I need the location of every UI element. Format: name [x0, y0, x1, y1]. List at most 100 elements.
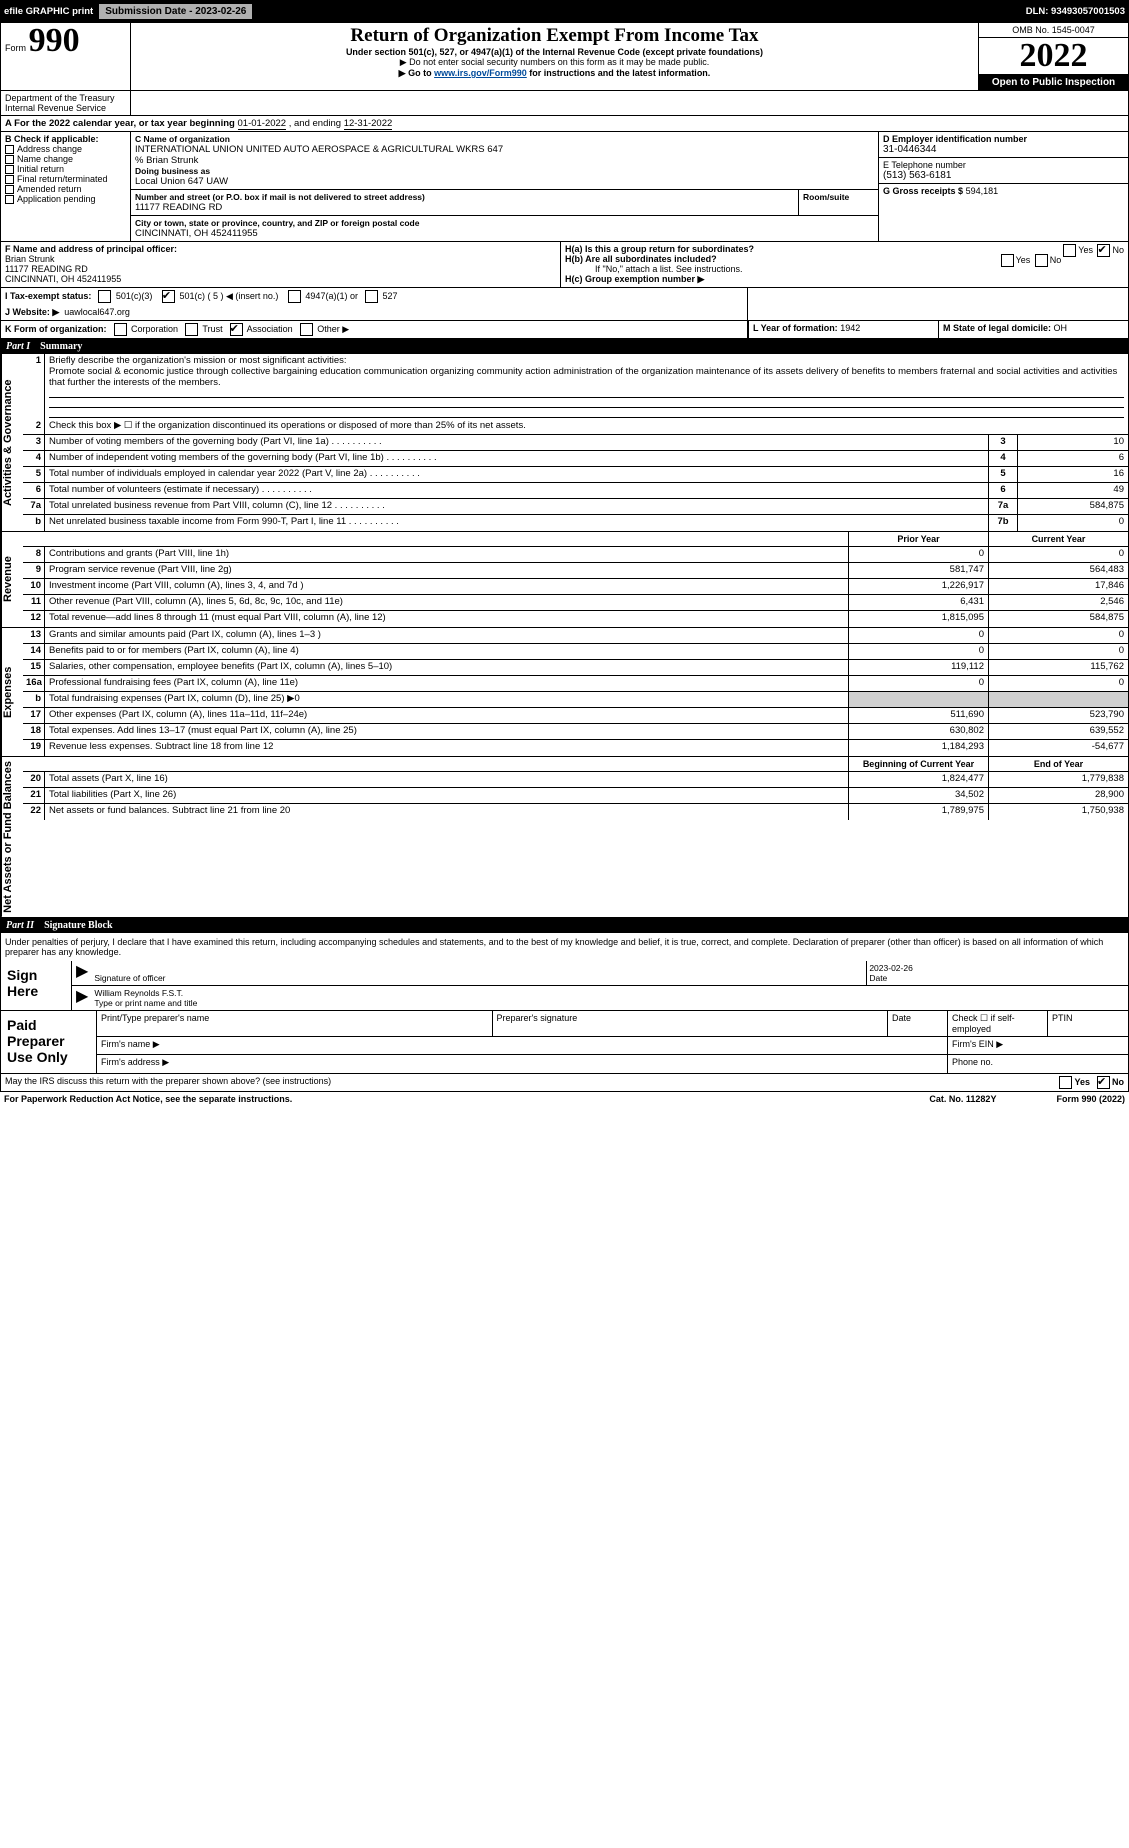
arrow-icon: ▶ [72, 986, 92, 1010]
col-deg: D Employer identification number 31-0446… [878, 132, 1128, 241]
dln-label: DLN: 93493057001503 [1026, 6, 1125, 17]
telephone: (513) 563-6181 [883, 170, 1124, 181]
k-other[interactable] [300, 323, 313, 336]
netassets-line: 20Total assets (Part X, line 16)1,824,47… [23, 772, 1128, 788]
city-state-zip: CINCINNATI, OH 452411955 [135, 228, 874, 239]
form-word: Form [5, 43, 26, 53]
sign-here-label: Sign Here [1, 961, 71, 1010]
officer-name: Brian Strunk [5, 254, 55, 264]
netassets-line: 22Net assets or fund balances. Subtract … [23, 804, 1128, 820]
arrow-icon: ▶ [72, 961, 92, 985]
year-formation: 1942 [840, 323, 860, 333]
chk-name-change[interactable]: Name change [5, 154, 126, 164]
revenue-line: 8Contributions and grants (Part VIII, li… [23, 547, 1128, 563]
chk-amended[interactable]: Amended return [5, 184, 126, 194]
form-header: Form 990 Return of Organization Exempt F… [0, 22, 1129, 91]
ssn-note: ▶ Do not enter social security numbers o… [137, 57, 972, 68]
efile-label: efile GRAPHIC print [4, 6, 93, 17]
dba: Local Union 647 UAW [135, 176, 874, 187]
discuss-no[interactable] [1097, 1076, 1110, 1089]
vlabel-netassets: Net Assets or Fund Balances [1, 757, 23, 917]
chk-initial-return[interactable]: Initial return [5, 164, 126, 174]
irs-link[interactable]: www.irs.gov/Form990 [434, 68, 527, 78]
section-expenses: Expenses 13Grants and similar amounts pa… [0, 628, 1129, 757]
cat-no: Cat. No. 11282Y [929, 1094, 996, 1104]
signature-block: Under penalties of perjury, I declare th… [0, 933, 1129, 1011]
header-right: OMB No. 1545-0047 2022 Open to Public In… [978, 23, 1128, 90]
period-begin: 01-01-2022 [238, 118, 287, 130]
website: uawlocal647.org [64, 307, 130, 317]
k-trust[interactable] [185, 323, 198, 336]
vlabel-governance: Activities & Governance [1, 354, 23, 531]
paid-preparer-label: Paid Preparer Use Only [1, 1011, 96, 1073]
row-f-h: F Name and address of principal officer:… [0, 242, 1129, 288]
officer-print-name: William Reynolds F.S.T. [94, 988, 183, 998]
expense-line: bTotal fundraising expenses (Part IX, co… [23, 692, 1128, 708]
form-number: 990 [29, 22, 80, 59]
period-end: 12-31-2022 [344, 118, 393, 130]
dept-row: Department of the Treasury Internal Reve… [0, 91, 1129, 116]
header-center: Return of Organization Exempt From Incom… [131, 23, 978, 90]
paid-preparer-block: Paid Preparer Use Only Print/Type prepar… [0, 1011, 1129, 1074]
expense-line: 18Total expenses. Add lines 13–17 (must … [23, 724, 1128, 740]
street-address: 11177 READING RD [135, 202, 794, 213]
perjury-declaration: Under penalties of perjury, I declare th… [1, 933, 1128, 961]
omb-number: OMB No. 1545-0047 [979, 23, 1128, 38]
revenue-line: 10Investment income (Part VIII, column (… [23, 579, 1128, 595]
open-to-public: Open to Public Inspection [979, 75, 1128, 90]
org-name: INTERNATIONAL UNION UNITED AUTO AEROSPAC… [135, 144, 874, 155]
expense-line: 13Grants and similar amounts paid (Part … [23, 628, 1128, 644]
efile-topbar: efile GRAPHIC print Submission Date - 20… [0, 0, 1129, 22]
i-501c3[interactable] [98, 290, 111, 303]
form-title: Return of Organization Exempt From Incom… [137, 25, 972, 47]
hb-yes[interactable] [1001, 254, 1014, 267]
k-corp[interactable] [114, 323, 127, 336]
revenue-line: 11Other revenue (Part VIII, column (A), … [23, 595, 1128, 611]
expense-line: 16aProfessional fundraising fees (Part I… [23, 676, 1128, 692]
submission-date-btn[interactable]: Submission Date - 2023-02-26 [99, 4, 252, 19]
identification-block: B Check if applicable: Address change Na… [0, 132, 1129, 242]
chk-final-return[interactable]: Final return/terminated [5, 174, 126, 184]
vlabel-revenue: Revenue [1, 532, 23, 627]
col-c-name-address: C Name of organization INTERNATIONAL UNI… [131, 132, 878, 241]
footer-line: For Paperwork Reduction Act Notice, see … [0, 1092, 1129, 1106]
row-j: J Website: ▶ uawlocal647.org [0, 305, 1129, 321]
revenue-line: 12Total revenue—add lines 8 through 11 (… [23, 611, 1128, 627]
i-4947[interactable] [288, 290, 301, 303]
row-i: I Tax-exempt status: 501(c)(3) 501(c) ( … [0, 288, 1129, 305]
ein: 31-0446344 [883, 144, 1124, 155]
i-501c[interactable] [162, 290, 175, 303]
mission-text: Promote social & economic justice throug… [49, 366, 1117, 388]
summary-line: 7aTotal unrelated business revenue from … [23, 499, 1128, 515]
gross-receipts: 594,181 [966, 186, 999, 196]
chk-address-change[interactable]: Address change [5, 144, 126, 154]
care-of: % Brian Strunk [135, 155, 874, 166]
part-ii-header: Part II Signature Block [0, 918, 1129, 933]
state-domicile: OH [1054, 323, 1068, 333]
section-netassets: Net Assets or Fund Balances Beginning of… [0, 757, 1129, 918]
k-assoc[interactable] [230, 323, 243, 336]
expense-line: 14Benefits paid to or for members (Part … [23, 644, 1128, 660]
summary-line: bNet unrelated business taxable income f… [23, 515, 1128, 531]
discuss-yes[interactable] [1059, 1076, 1072, 1089]
tax-period-row: A For the 2022 calendar year, or tax yea… [0, 116, 1129, 132]
form-subtitle: Under section 501(c), 527, or 4947(a)(1)… [137, 47, 972, 57]
sig-date: 2023-02-26 [869, 963, 912, 973]
part-i-header: Part I Summary [0, 339, 1129, 354]
goto-line: ▶ Go to www.irs.gov/Form990 for instruct… [137, 68, 972, 79]
ha-yes[interactable] [1063, 244, 1076, 257]
discuss-preparer-row: May the IRS discuss this return with the… [0, 1074, 1129, 1092]
form-number-box: Form 990 [1, 23, 131, 90]
chk-application-pending[interactable]: Application pending [5, 194, 126, 204]
i-527[interactable] [365, 290, 378, 303]
expense-line: 15Salaries, other compensation, employee… [23, 660, 1128, 676]
expense-line: 19Revenue less expenses. Subtract line 1… [23, 740, 1128, 756]
summary-line: 5Total number of individuals employed in… [23, 467, 1128, 483]
revenue-line: 9Program service revenue (Part VIII, lin… [23, 563, 1128, 579]
dept-treasury: Department of the Treasury Internal Reve… [1, 91, 131, 115]
ha-no[interactable] [1097, 244, 1110, 257]
tax-year: 2022 [979, 38, 1128, 75]
hb-no[interactable] [1035, 254, 1048, 267]
section-governance: Activities & Governance 1 Briefly descri… [0, 354, 1129, 532]
form-footer: Form 990 (2022) [1056, 1094, 1125, 1104]
